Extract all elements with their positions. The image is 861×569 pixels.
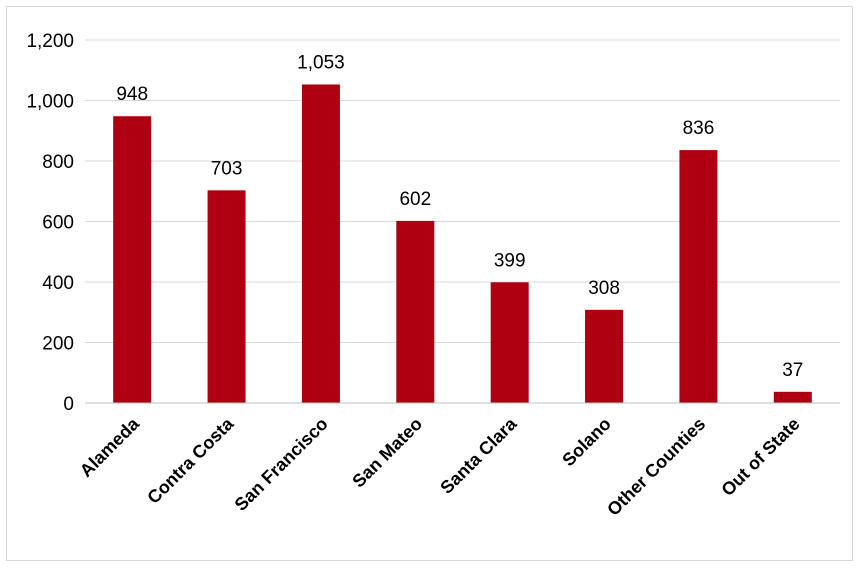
bar (396, 220, 435, 403)
x-category-label: Solano (558, 414, 615, 471)
y-tick-label: 800 (42, 152, 74, 173)
bar (679, 150, 718, 403)
data-label: 399 (494, 250, 526, 271)
bar (773, 391, 812, 403)
y-tick-label: 200 (42, 334, 74, 355)
y-axis-tick-labels: 0 200 400 600 800 1,000 1,200 (26, 31, 74, 415)
data-label: 308 (588, 278, 620, 299)
y-tick-label: 1,200 (26, 31, 74, 52)
y-tick-label: 400 (42, 273, 74, 294)
y-tick-label: 600 (42, 213, 74, 234)
bar (490, 282, 529, 403)
x-category-label: San Mateo (348, 414, 426, 492)
y-tick-label: 0 (63, 394, 74, 415)
y-tick-label: 1,000 (26, 92, 74, 113)
data-label: 948 (116, 84, 148, 105)
data-labels: 948 703 1,053 602 399 308 836 37 (116, 52, 803, 380)
gridlines (85, 39, 840, 343)
data-label: 1,053 (297, 52, 345, 73)
data-label: 602 (399, 189, 431, 210)
x-category-label: Santa Clara (436, 413, 521, 498)
bar (301, 84, 340, 403)
x-category-label: Alameda (76, 413, 144, 481)
bars (113, 84, 812, 403)
bar (113, 116, 152, 403)
x-category-label: San Francisco (231, 414, 332, 515)
x-category-label: Other Counties (603, 414, 709, 520)
bar (207, 190, 246, 403)
data-label: 836 (683, 118, 715, 139)
x-category-label: Contra Costa (143, 413, 238, 508)
data-label: 37 (782, 360, 803, 381)
x-category-label: Out of State (717, 414, 803, 500)
bar (585, 309, 624, 403)
data-label: 703 (211, 158, 243, 179)
